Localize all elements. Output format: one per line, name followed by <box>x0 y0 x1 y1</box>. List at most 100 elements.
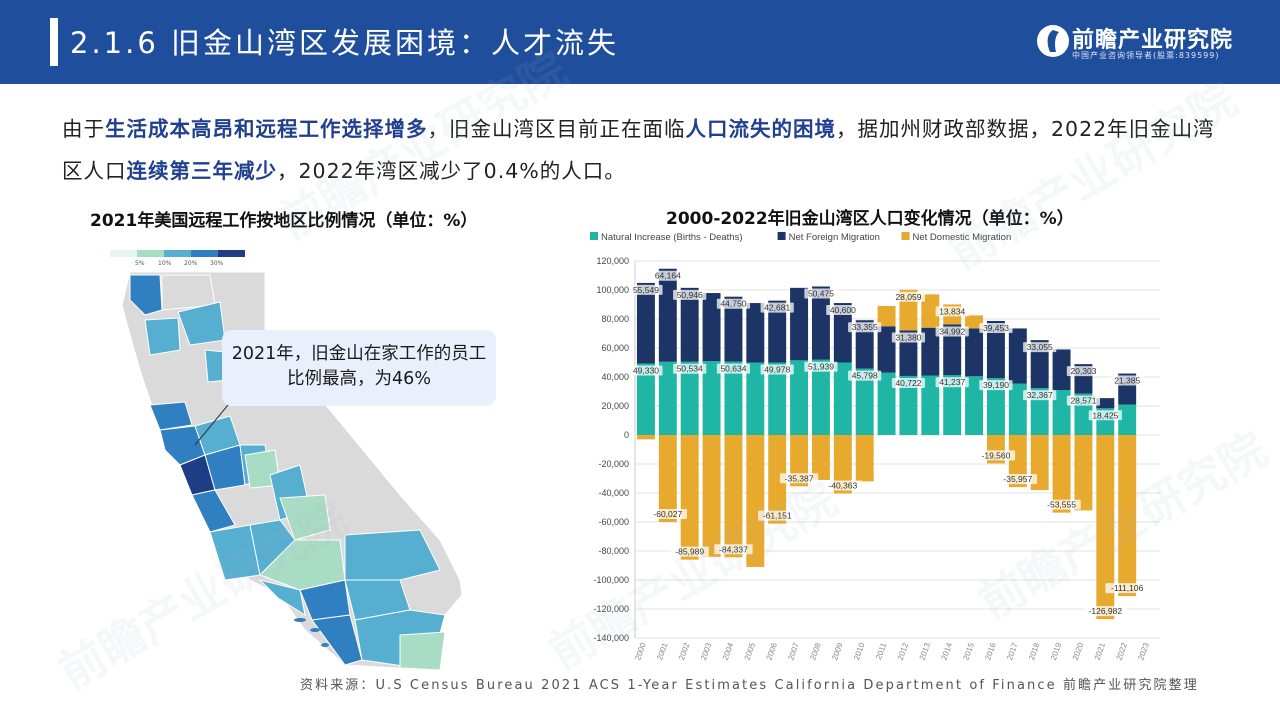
data-label: -126,982 <box>1089 606 1123 616</box>
data-label: 64,164 <box>655 271 681 281</box>
data-label-bg <box>935 326 969 337</box>
y-tick-label: 60,000 <box>601 343 629 353</box>
legend-swatch-4 <box>191 250 218 257</box>
intro-highlight: 人口流失的困境 <box>685 117 836 141</box>
data-label: 34,992 <box>939 326 965 336</box>
brand-logo: 前瞻产业研究院 中国产业咨询领导者(股票:839599) <box>1036 22 1236 66</box>
data-label: -60,027 <box>653 509 682 519</box>
y-tick-label: 80,000 <box>601 314 629 324</box>
bar-segment <box>877 326 896 373</box>
data-label-bg <box>804 288 838 299</box>
x-tick-label: 2017 <box>1005 641 1020 661</box>
data-label: -35,387 <box>785 473 814 483</box>
y-tick-label: -60,000 <box>598 517 629 527</box>
x-tick-label: 2011 <box>874 641 889 661</box>
x-tick-label: 2021 <box>1093 641 1108 661</box>
bar-segment <box>1096 398 1115 409</box>
bar-segment <box>768 362 787 435</box>
x-tick-label: 2009 <box>830 641 845 661</box>
y-tick-label: 20,000 <box>601 401 629 411</box>
data-label-bg <box>823 480 863 491</box>
data-label: 33,355 <box>852 322 878 332</box>
data-label-bg <box>1066 366 1101 377</box>
legend-label: Net Domestic Migration <box>913 232 1012 243</box>
data-label-bg <box>1042 499 1081 510</box>
x-tick-label: 2008 <box>808 641 823 661</box>
data-label: -19,560 <box>982 450 1011 460</box>
chart-x-axis: 2000 2001 2002 2003 2004 2005 2006 2007 2008 2009… <box>633 641 1151 661</box>
data-label: -111,106 <box>1111 583 1144 593</box>
x-tick-label: 2015 <box>961 641 976 661</box>
map-legend: 5% 10% 20% 30% <box>110 250 245 267</box>
data-label-bg <box>760 364 794 375</box>
data-label-bg <box>673 289 707 300</box>
data-label-bg <box>935 377 969 388</box>
island <box>321 643 329 647</box>
x-tick-label: 2014 <box>940 641 955 661</box>
data-label-bg <box>998 474 1038 485</box>
data-label-bg <box>976 450 1016 461</box>
bar-segment <box>965 376 984 435</box>
data-label-bg <box>673 363 707 374</box>
data-label-bg <box>779 473 819 484</box>
data-label: -61,151 <box>763 511 792 521</box>
bar-segment <box>1118 404 1137 435</box>
legend-tick: 10% <box>158 260 172 267</box>
x-tick-label: 2018 <box>1027 641 1042 661</box>
y-tick-label: 120,000 <box>596 256 629 266</box>
y-tick-label: -100,000 <box>593 575 629 585</box>
bar-segment <box>724 361 743 435</box>
county-region <box>129 274 163 316</box>
y-tick-label: -40,000 <box>598 488 629 498</box>
bar-segment <box>746 303 765 363</box>
y-tick-label: -120,000 <box>593 604 629 614</box>
bar-segment <box>702 361 721 435</box>
x-tick-label: 2010 <box>852 641 867 661</box>
x-tick-label: 2023 <box>1136 641 1151 661</box>
chart-legend: Natural Increase (Births - Deaths) Net Fo… <box>590 232 1011 243</box>
bar-segment <box>965 328 984 377</box>
x-tick-label: 2004 <box>721 641 736 661</box>
x-tick-label: 2007 <box>786 641 801 661</box>
y-tick-label: -20,000 <box>598 459 629 469</box>
bar-segment <box>921 294 940 328</box>
data-label-bg <box>848 322 882 333</box>
county-region <box>279 494 331 541</box>
data-label-bg <box>804 361 838 372</box>
bar-segment <box>1052 349 1071 391</box>
bar-segment <box>1096 435 1115 620</box>
data-label-bg <box>1023 342 1057 353</box>
bar-segment <box>746 362 765 435</box>
legend-swatch-2 <box>137 250 164 257</box>
county-region <box>399 631 446 671</box>
data-label-bg <box>1110 375 1144 386</box>
x-tick-label: 2020 <box>1071 641 1086 661</box>
x-tick-label: 2001 <box>655 641 670 661</box>
data-label: -53,555 <box>1047 500 1076 510</box>
data-label: 39,453 <box>983 323 1009 333</box>
bar-segment <box>1008 328 1027 384</box>
bar-segment <box>790 287 809 361</box>
y-tick-label: -80,000 <box>598 546 629 556</box>
county-region <box>144 317 181 356</box>
data-label: 31,380 <box>895 332 921 342</box>
bar-segment <box>636 282 655 364</box>
bar-segment <box>943 324 962 376</box>
california-map-svg: 5% 10% 20% 30% <box>110 250 463 671</box>
bar-segment <box>1118 435 1137 597</box>
data-label-bg <box>1088 410 1122 421</box>
intro-text: 由于 <box>62 117 105 141</box>
data-label: 13,834 <box>939 306 965 316</box>
data-label-bg <box>1023 390 1057 401</box>
data-label-bg <box>848 370 882 381</box>
county-region <box>149 401 193 431</box>
x-tick-label: 2019 <box>1049 641 1064 661</box>
data-label: 50,946 <box>677 290 703 300</box>
map-callout: 2021年，旧金山在家工作的员工比例最高，为46% <box>222 330 496 406</box>
data-label-bg <box>826 305 860 316</box>
legend-swatch-1 <box>110 250 137 257</box>
bar-segment <box>680 287 699 362</box>
data-label: 45,798 <box>852 371 878 381</box>
legend-swatch <box>901 232 910 240</box>
page-title: 2.1.6 旧金山湾区发展困境：人才流失 <box>70 26 620 60</box>
